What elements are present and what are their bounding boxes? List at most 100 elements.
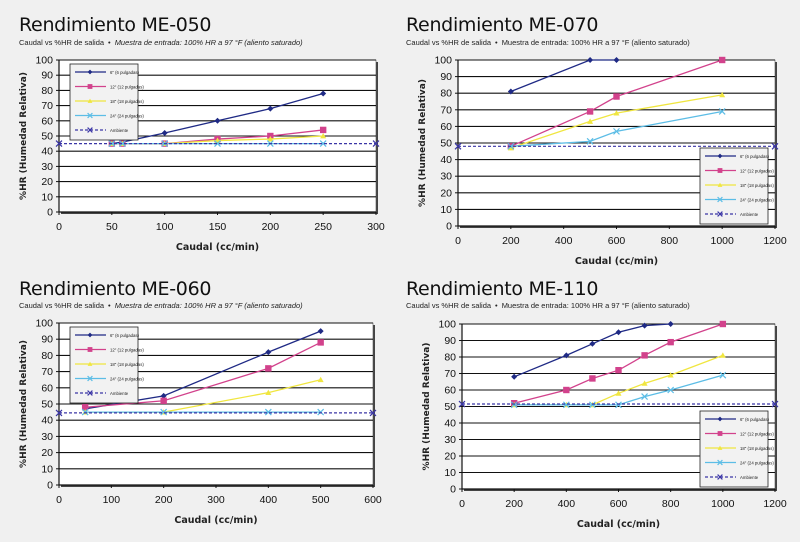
legend-label: 12" (12 pulgadas): [740, 169, 774, 174]
x-tick-label: 1200: [763, 498, 787, 510]
data-point: [719, 352, 726, 358]
x-tick-label: 300: [207, 494, 225, 506]
data-point: [319, 126, 327, 134]
x-tick-label: 600: [610, 498, 628, 510]
data-point: [372, 140, 380, 148]
data-point: [641, 322, 648, 329]
y-tick-label: 90: [41, 334, 53, 346]
data-point: [562, 401, 570, 409]
legend-marker: [717, 459, 723, 466]
chart-subtitle: Caudal vs %HR de salida • Muestra de entra…: [406, 38, 690, 47]
chart-title: Rendimiento ME-050: [19, 14, 212, 36]
data-point: [454, 142, 462, 150]
y-tick-label: 0: [47, 207, 53, 219]
data-point: [615, 401, 622, 409]
legend-item: 12" (12 pulgadas): [705, 168, 774, 174]
legend-item: 6" (6 pulgadas): [75, 69, 140, 75]
subtitle-part-a: Caudal vs %HR de salida: [406, 38, 492, 47]
data-point: [55, 140, 63, 148]
data-point: [613, 57, 620, 63]
data-point: [267, 105, 274, 112]
subtitle-part-a: Caudal vs %HR de salida: [19, 301, 105, 310]
data-point: [317, 328, 324, 335]
data-point: [320, 133, 327, 139]
data-point: [641, 393, 649, 401]
bullet: •: [108, 301, 111, 310]
y-tick-label: 50: [41, 131, 53, 143]
data-point: [507, 144, 514, 151]
subtitle-part-a: Caudal vs %HR de salida: [406, 301, 492, 310]
legend-label: 18" (18 pulgadas): [740, 446, 774, 451]
legend-marker: [717, 153, 723, 159]
subtitle-part-a: Caudal vs %HR de salida: [19, 38, 105, 47]
y-tick-label: 80: [444, 352, 456, 364]
legend-box: [69, 63, 139, 141]
data-point: [613, 93, 620, 100]
chart-svg: 0 10 20 30 40 50 60 70 80 90 100 0 100 200 300 400 500 60…: [19, 318, 382, 527]
legend-item: Ambiente: [705, 211, 759, 217]
y-tick-label: 100: [35, 55, 53, 67]
data-point: [369, 409, 377, 417]
data-point: [615, 390, 622, 396]
x-tick-label: 0: [56, 221, 62, 233]
legend: 6" (6 pulgadas) 12" (12 pulgadas) 18" (18 …: [69, 326, 144, 404]
y-tick-label: 50: [440, 138, 452, 150]
legend-marker: [717, 445, 723, 450]
data-point: [510, 401, 518, 409]
data-point: [563, 386, 570, 394]
chart-subtitle: Caudal vs %HR de salida • Muestra de entra…: [406, 301, 690, 310]
y-tick-label: 30: [41, 431, 53, 443]
x-tick-label: 0: [459, 498, 465, 510]
legend-item: 6" (6 pulgadas): [705, 153, 770, 159]
legend-marker: [87, 69, 93, 75]
data-point: [586, 137, 594, 145]
subtitle-part-b: Muestra de entrada: 100% HR a 97 °F (ali…: [114, 38, 303, 47]
y-tick-label: 90: [440, 71, 452, 83]
x-axis-label: Caudal (cc/min): [174, 515, 257, 526]
legend: 6" (6 pulgadas) 12" (12 pulgadas) 18" (18 …: [699, 410, 774, 488]
data-point: [214, 117, 221, 124]
series-12in: [81, 339, 324, 411]
legend-marker: [87, 390, 93, 396]
data-point: [265, 349, 272, 356]
y-tick-label: 20: [41, 447, 53, 459]
chart-title: Rendimiento ME-060: [19, 278, 212, 300]
y-tick-label: 20: [41, 176, 53, 188]
y-tick-label: 20: [440, 187, 452, 199]
series-ambient: [454, 142, 779, 150]
legend: 6" (6 pulgadas) 12" (12 pulgadas) 18" (18 …: [699, 147, 774, 225]
legend-marker: [717, 182, 723, 187]
bullet: •: [108, 38, 111, 47]
legend-label: Ambiente: [740, 212, 759, 217]
legend-item: 12" (12 pulgadas): [75, 84, 144, 90]
legend-item: 24" (24 pulgadas): [75, 112, 144, 119]
y-tick-label: 10: [41, 191, 53, 203]
y-axis-label: %HR (Humedad Relativa): [418, 79, 428, 207]
data-point: [320, 90, 327, 97]
data-point: [55, 409, 63, 417]
data-point: [563, 352, 570, 359]
chart-subtitle: Caudal vs %HR de salida • Muestra de entra…: [19, 301, 303, 310]
legend-marker: [717, 168, 723, 173]
data-point: [667, 386, 675, 394]
series-24in: [81, 408, 325, 416]
y-tick-label: 0: [446, 221, 452, 233]
chart-title: Rendimiento ME-070: [406, 14, 599, 36]
data-point: [160, 392, 167, 399]
y-tick-label: 40: [440, 154, 452, 166]
subtitle-part-b: Muestra de entrada: 100% HR a 97 °F (ali…: [501, 301, 690, 310]
y-tick-label: 40: [444, 418, 456, 430]
series-line: [510, 94, 723, 149]
data-point: [267, 132, 274, 140]
legend-item: 24" (24 pulgadas): [705, 196, 774, 203]
x-tick-label: 100: [156, 221, 174, 233]
legend-label: 18" (18 pulgadas): [110, 99, 144, 104]
data-point: [718, 108, 726, 115]
chart-svg: 0 10 20 30 40 50 60 70 80 90 100 0 50 100 150 200 250 300…: [19, 55, 385, 254]
x-tick-label: 200: [262, 221, 280, 233]
data-point: [667, 321, 674, 327]
legend-marker: [87, 347, 93, 352]
y-tick-label: 100: [434, 55, 452, 67]
x-tick-label: 800: [662, 498, 680, 510]
data-point: [588, 401, 596, 409]
